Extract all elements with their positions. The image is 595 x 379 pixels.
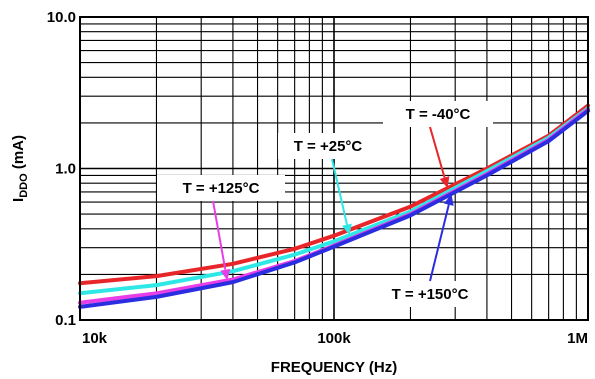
annotation-arrow-line <box>429 126 446 178</box>
y-tick-label: 10.0 <box>47 9 76 26</box>
x-axis-title: FREQUENCY (Hz) <box>271 359 397 376</box>
annotation-arrow-head <box>439 176 450 189</box>
series-line <box>78 108 590 309</box>
annotation-arrow-line <box>429 204 450 282</box>
y-axis-title-main: I <box>10 198 27 202</box>
series-line <box>78 106 590 296</box>
grid <box>80 17 588 320</box>
annotation-arrow-head <box>220 268 231 281</box>
tick-labels: 10k 100k 1M 0.1 1.0 10.0 <box>47 9 588 347</box>
annotation-box <box>157 175 285 201</box>
annotation-box <box>278 133 378 159</box>
annotation-box <box>383 101 493 127</box>
y-tick-label: 1.0 <box>55 161 76 178</box>
plot-frame <box>79 16 589 321</box>
annotation-label: T = -40°C <box>406 106 471 123</box>
annotation-label: T = +125°C <box>183 180 260 197</box>
annotation-label: T = +25°C <box>294 138 363 155</box>
annotation-arrow-line <box>331 158 348 225</box>
y-axis-title-sub: DDO <box>18 173 30 198</box>
x-tick-label: 10k <box>82 330 108 347</box>
annotation-arrow-line <box>212 200 227 270</box>
annotation-box <box>374 281 486 307</box>
annotation-arrow-head <box>443 193 454 206</box>
y-tick-label: 0.1 <box>55 312 76 329</box>
y-axis-title: IDDO (mA) <box>10 135 30 202</box>
x-tick-label: 1M <box>567 330 588 347</box>
annotation-layer: T = -40°C T = +25°C T = +125°C T = +150°C <box>157 101 493 307</box>
series-layer <box>78 103 590 309</box>
annotation-label: T = +150°C <box>392 286 469 303</box>
annotation-arrow-head <box>342 223 352 236</box>
x-tick-label: 100k <box>317 330 351 347</box>
y-axis-title-unit: (mA) <box>10 135 27 173</box>
